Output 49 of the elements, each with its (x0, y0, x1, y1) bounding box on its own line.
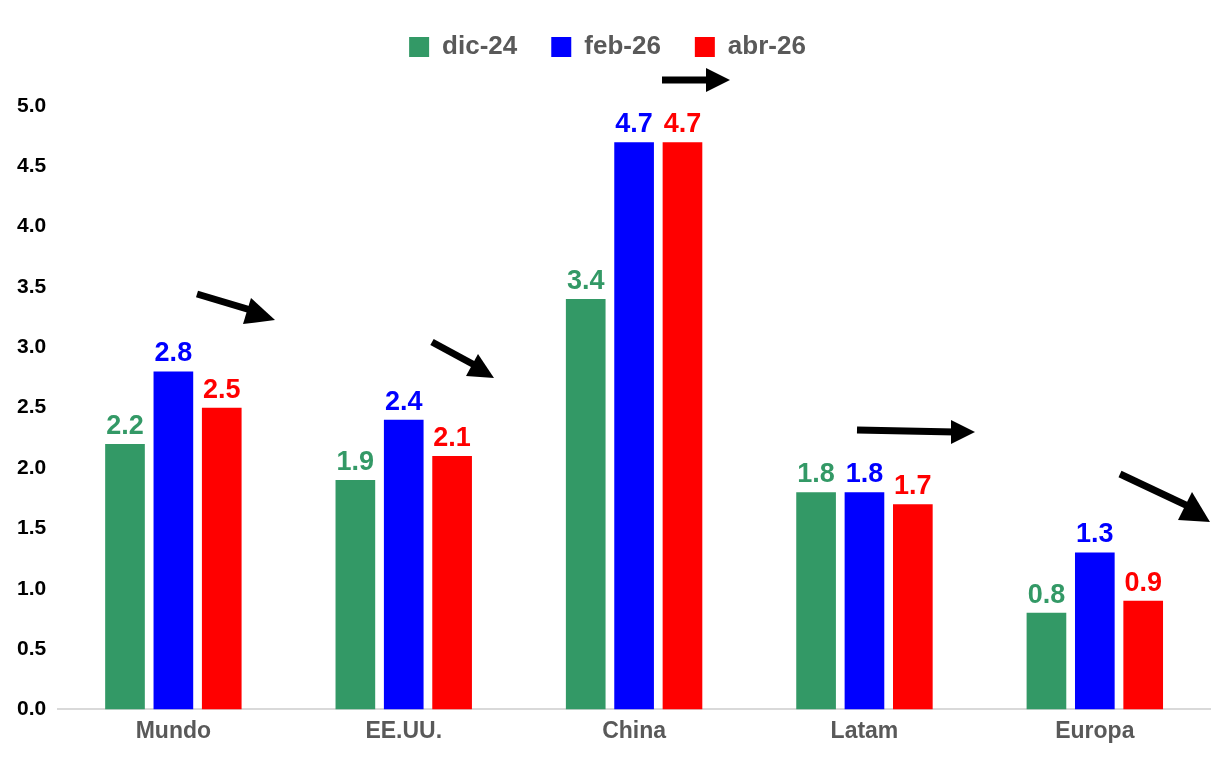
data-label: 4.7 (615, 108, 653, 139)
y-tick-label: 3.0 (16, 334, 47, 358)
bar (432, 455, 472, 710)
x-tick-label: Europa (1055, 716, 1135, 743)
data-label: 1.8 (845, 458, 884, 489)
data-label: 0.9 (1124, 566, 1162, 597)
y-tick-label: 2.5 (16, 394, 47, 418)
bar (383, 419, 424, 710)
y-tick-label: 1.0 (16, 575, 47, 599)
data-label: 2.4 (384, 385, 423, 416)
y-tick-label: 0.5 (16, 635, 47, 659)
data-label: 3.4 (566, 265, 605, 296)
y-tick-label: 4.0 (16, 213, 47, 237)
bar (335, 480, 376, 710)
x-tick-label: Latam (830, 716, 899, 743)
legend-label: abr-26 (727, 30, 806, 61)
y-tick-label: 2.0 (16, 454, 47, 478)
data-label: 1.8 (797, 458, 835, 489)
bar (153, 371, 194, 710)
data-label: 2.8 (154, 337, 193, 368)
bar (1074, 552, 1115, 710)
bar (662, 142, 703, 710)
legend-label: feb-26 (584, 30, 661, 61)
y-tick-label: 0.0 (16, 696, 47, 720)
data-label: 4.7 (663, 108, 702, 139)
bar (201, 407, 242, 710)
data-label: 0.8 (1027, 578, 1066, 609)
x-tick-label: Mundo (135, 716, 212, 743)
y-tick-label: 1.5 (16, 515, 47, 539)
y-tick-label: 4.5 (16, 153, 47, 177)
bar (565, 299, 606, 710)
bar (1026, 612, 1067, 710)
bar (844, 492, 885, 710)
data-label: 2.2 (106, 409, 144, 440)
data-label: 1.9 (336, 446, 375, 477)
legend-label: dic-24 (442, 30, 518, 61)
bar (1123, 600, 1164, 710)
y-tick-label: 3.5 (16, 273, 47, 297)
bar (614, 142, 654, 710)
x-tick-label: China (602, 716, 667, 743)
data-label: 1.3 (1076, 518, 1114, 549)
bar (796, 492, 836, 710)
bar (105, 443, 145, 710)
x-tick-label: EE.UU. (365, 716, 443, 743)
data-label: 1.7 (894, 470, 932, 501)
bar (893, 504, 933, 710)
data-label: 2.1 (433, 421, 471, 452)
y-tick-label: 5.0 (16, 92, 47, 116)
data-label: 2.5 (202, 373, 241, 404)
